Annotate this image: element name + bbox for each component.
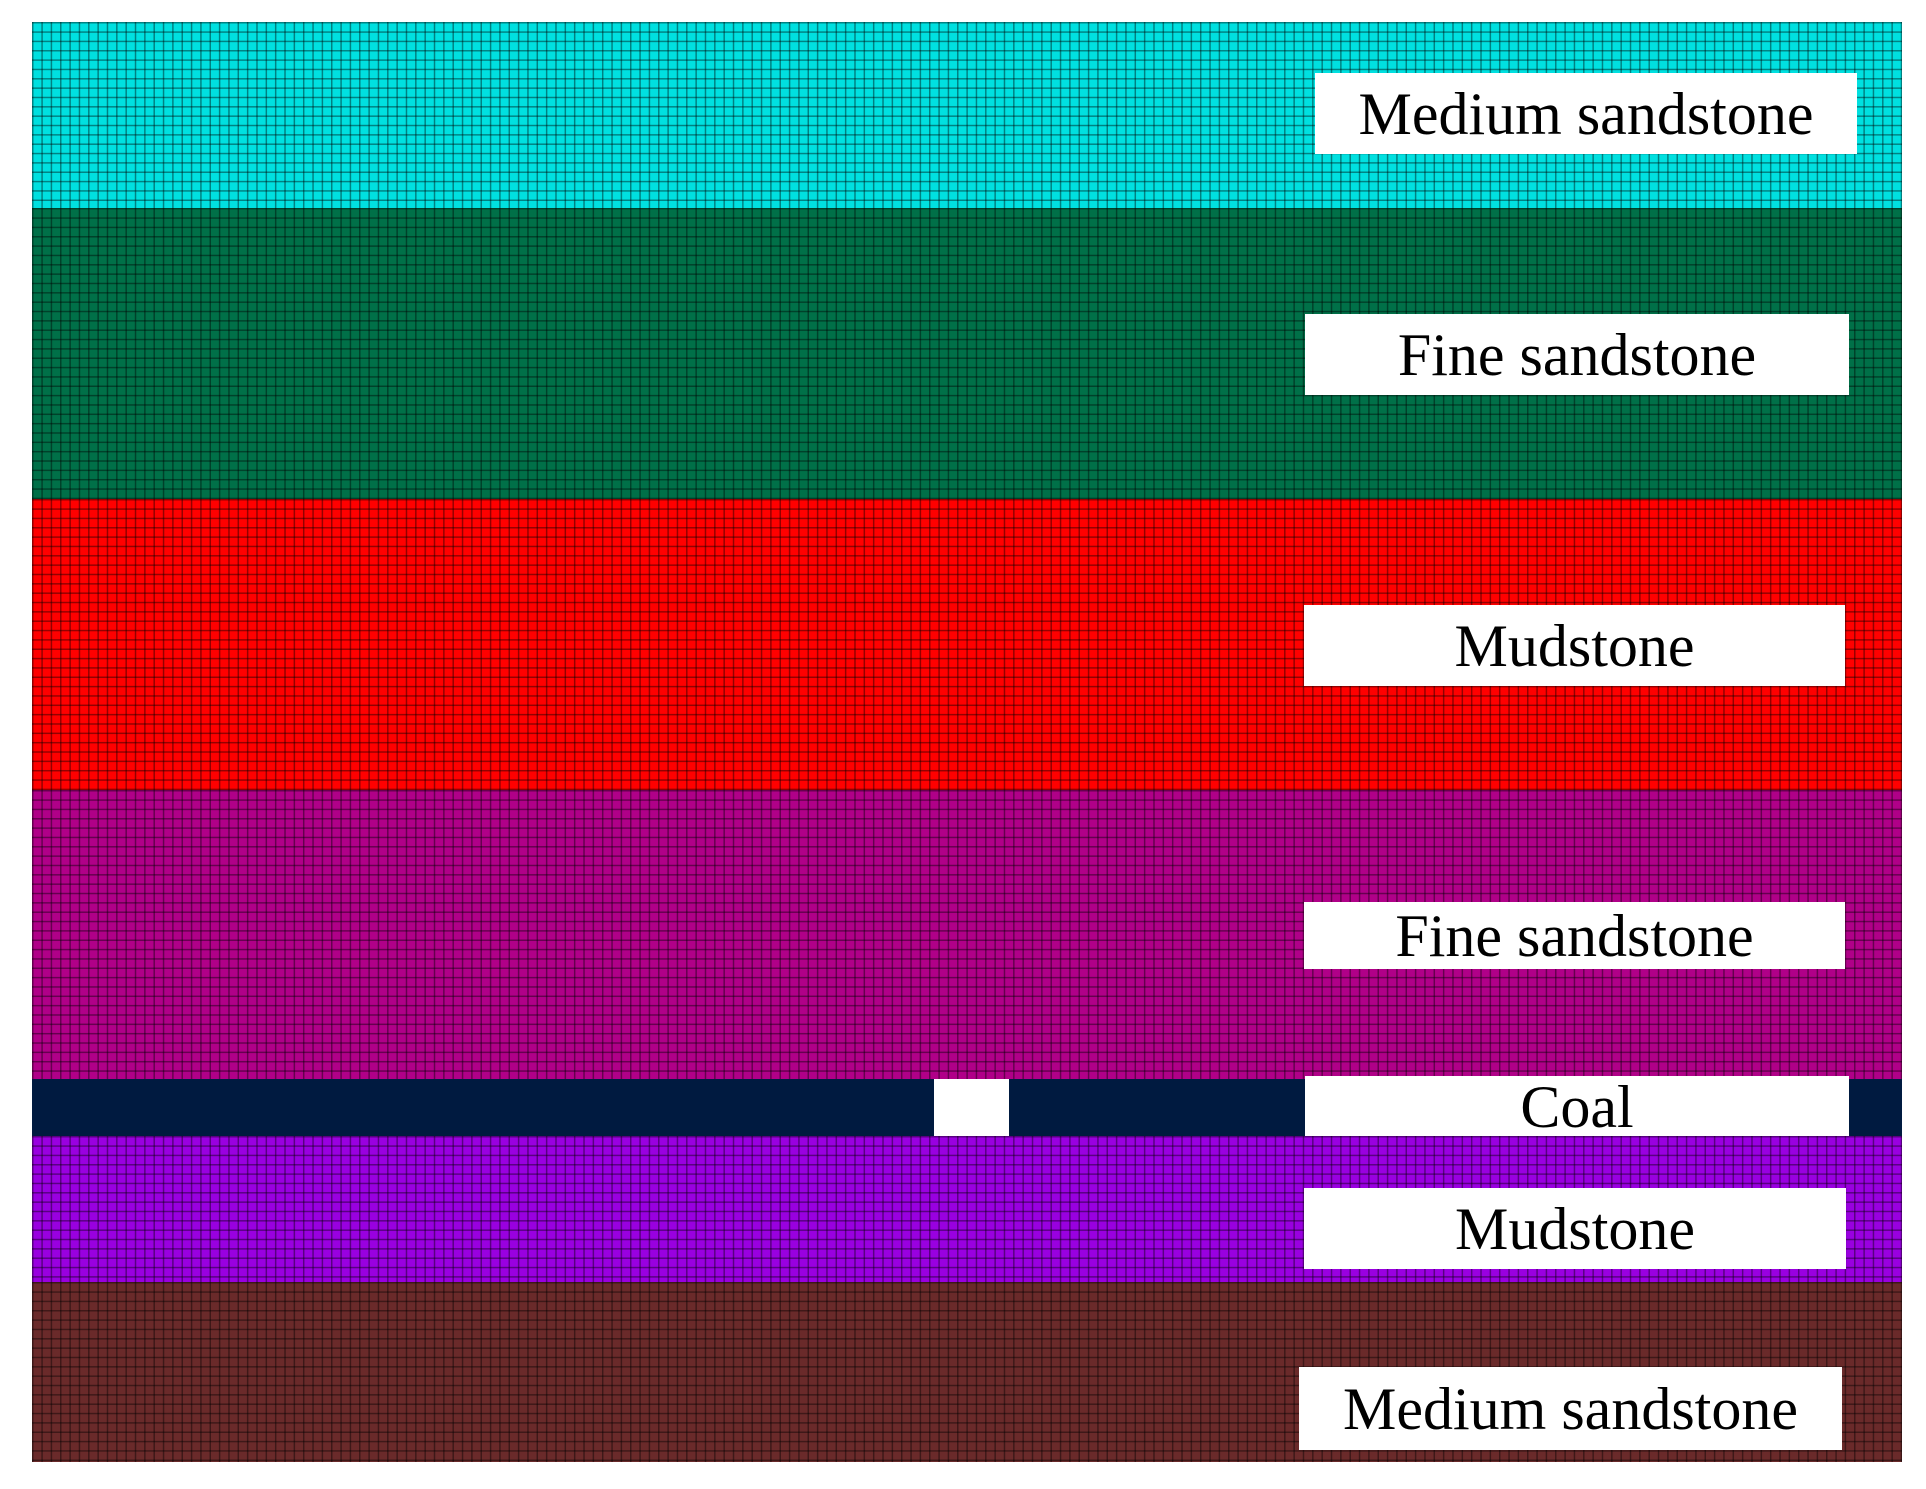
label-medium-sandstone-top: Medium sandstone [1315, 73, 1857, 154]
layer-mudstone-lower: Mudstone [32, 1136, 1902, 1282]
layer-coal-seam: Coal [32, 1076, 1902, 1138]
rock-strata-model: Medium sandstone Fine sandstone Mudstone… [32, 22, 1902, 1462]
layer-medium-sandstone-bottom: Medium sandstone [32, 1282, 1902, 1462]
label-mudstone-upper: Mudstone [1304, 605, 1845, 686]
excavated-opening [934, 1079, 1009, 1136]
label-fine-sandstone-lower: Fine sandstone [1304, 902, 1845, 969]
label-mudstone-lower: Mudstone [1304, 1188, 1846, 1269]
layer-fine-sandstone-lower: Fine sandstone [32, 790, 1902, 1079]
label-coal: Coal [1305, 1076, 1849, 1138]
layer-medium-sandstone-top: Medium sandstone [32, 22, 1902, 208]
layer-fine-sandstone-upper: Fine sandstone [32, 208, 1902, 499]
label-fine-sandstone-upper: Fine sandstone [1305, 314, 1849, 395]
label-medium-sandstone-bottom: Medium sandstone [1299, 1367, 1842, 1450]
layer-mudstone-upper: Mudstone [32, 499, 1902, 790]
